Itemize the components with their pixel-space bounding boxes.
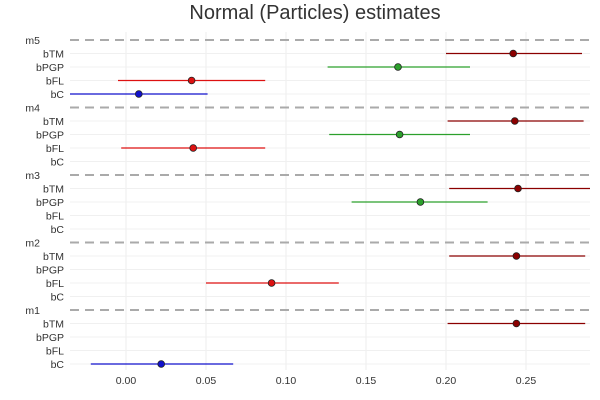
group-separators: [70, 39, 590, 311]
row-label: bC: [51, 359, 65, 371]
group-label: m5: [25, 35, 40, 47]
group-label: m2: [25, 238, 40, 250]
estimate-point: [416, 198, 425, 206]
estimate-marks: [70, 49, 590, 368]
estimate-point: [510, 117, 519, 125]
row-label: bC: [51, 292, 65, 304]
row-label: bPGP: [36, 265, 64, 277]
row-label: bPGP: [36, 62, 64, 74]
row-label: bC: [51, 89, 65, 101]
x-tick-label: 0.05: [196, 375, 217, 387]
row-label: bTM: [43, 319, 64, 331]
x-tick-label: 0.10: [276, 375, 297, 387]
row-label: bFL: [46, 76, 64, 88]
group-label: m1: [25, 305, 40, 317]
row-label: bFL: [46, 143, 64, 155]
estimate-point: [512, 319, 521, 328]
row-label: bPGP: [36, 332, 64, 344]
estimate-point: [394, 63, 402, 71]
estimate-point: [187, 76, 196, 85]
row-label: bC: [51, 157, 65, 169]
group-label: m3: [25, 170, 40, 182]
row-label: bTM: [43, 251, 64, 263]
x-tick-label: 0.20: [436, 375, 457, 387]
row-label: bTM: [43, 184, 64, 196]
estimate-point: [509, 49, 518, 58]
x-tick-label: 0.15: [356, 375, 377, 387]
group-label: m4: [25, 103, 40, 115]
row-label: bTM: [43, 116, 64, 128]
estimate-point: [157, 360, 166, 368]
x-tick-label: 0.00: [116, 375, 137, 387]
chart-title: Normal (Particles) estimates: [189, 2, 440, 24]
estimate-point: [514, 184, 522, 193]
row-label: bFL: [46, 278, 64, 290]
x-axis-ticks: 0.00 0.05 0.10 0.15 0.20 0.25: [116, 375, 537, 387]
row-label: bFL: [46, 346, 64, 358]
estimate-point: [267, 279, 276, 287]
estimate-point: [395, 130, 404, 139]
row-label: bTM: [43, 49, 64, 61]
row-label: bPGP: [36, 197, 64, 209]
row-label: bFL: [46, 211, 64, 223]
estimate-point: [135, 90, 143, 98]
row-label: bC: [51, 224, 65, 236]
row-labels: m5bTMbPGPbFLbCm4bTMbPGPbFLbCm3bTMbPGPbFL…: [25, 35, 64, 371]
estimate-point: [189, 144, 198, 152]
row-label: bPGP: [36, 130, 64, 142]
estimate-point: [512, 252, 521, 260]
x-tick-label: 0.25: [516, 375, 537, 387]
